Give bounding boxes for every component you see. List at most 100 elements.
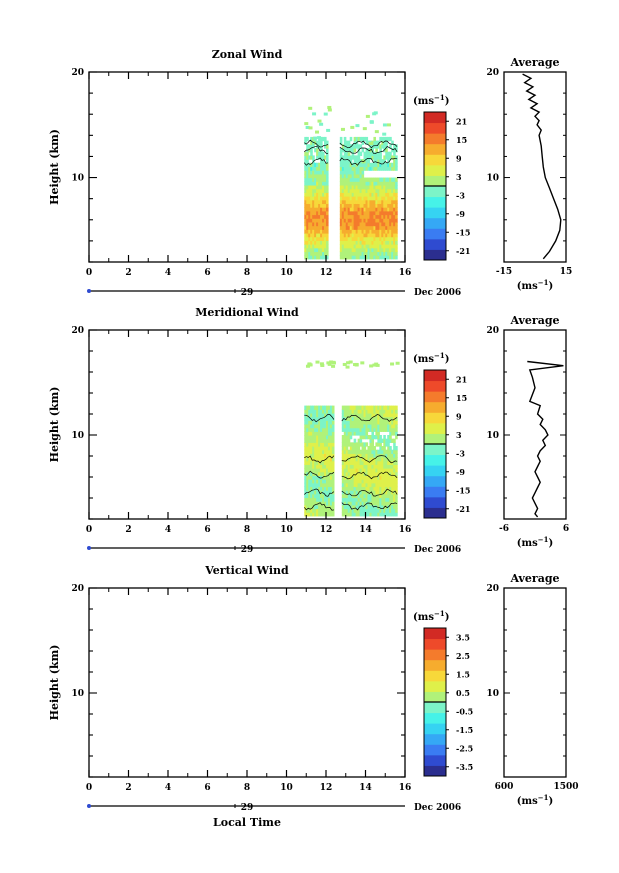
- heatmap-cell: [351, 184, 355, 190]
- heatmap-cell: [322, 218, 325, 223]
- heatmap-cell: [367, 251, 371, 256]
- heatmap-cell: [322, 229, 325, 234]
- heatmap-cell: [383, 453, 386, 458]
- heatmap-cell: [387, 210, 390, 216]
- heatmap-cell: [316, 251, 319, 256]
- heatmap-cell: [359, 490, 363, 495]
- heatmap-cell: [318, 508, 321, 513]
- heatmap-cell: [320, 218, 323, 223]
- heatmap-cell: [357, 508, 361, 513]
- heatmap-cell: [322, 244, 325, 249]
- heatmap-cell: [379, 457, 382, 462]
- heatmap-cell: [359, 247, 363, 253]
- heatmap-cell: [318, 214, 321, 219]
- heatmap-cell: [355, 442, 359, 447]
- heatmap-cell: [353, 457, 357, 462]
- heatmap-cell: [393, 255, 396, 260]
- heatmap-cell: [314, 196, 317, 201]
- heatmap-cell: [345, 232, 349, 238]
- heatmap-cell: [349, 166, 353, 171]
- heatmap-cell: [353, 438, 357, 443]
- heatmap-cell: [395, 214, 398, 219]
- heatmap-cell: [322, 240, 325, 245]
- heatmap-cell: [322, 446, 325, 451]
- heatmap-cell: [383, 449, 386, 454]
- heatmap-cell: [359, 255, 363, 260]
- heatmap-cell: [304, 423, 307, 429]
- heatmap-cell: [347, 405, 351, 410]
- heatmap-cell: [361, 435, 365, 440]
- heatmap-cell: [351, 188, 355, 193]
- heatmap-cell: [320, 173, 323, 179]
- heatmap-cell: [355, 497, 359, 502]
- heatmap-cell: [367, 508, 371, 513]
- heatmap-cell: [395, 184, 398, 190]
- heatmap-cell: [361, 493, 365, 499]
- heatmap-cell: [308, 148, 311, 153]
- heatmap-cell: [357, 512, 361, 517]
- heatmap-cell: [369, 196, 373, 201]
- heatmap-cell: [383, 244, 386, 249]
- heatmap-cell: [306, 232, 309, 238]
- heatmap-cell: [329, 446, 333, 451]
- heatmap-cell: [343, 148, 347, 153]
- heatmap-cell: [322, 512, 325, 517]
- heatmap-cell: [387, 177, 390, 182]
- heatmap-cell: [339, 192, 343, 197]
- colorbar-unit: (ms−1): [413, 609, 449, 623]
- heatmap-cell: [316, 247, 319, 253]
- heatmap-cell: [339, 184, 343, 190]
- heatmap-cell: [314, 435, 317, 440]
- heatmap-cell: [367, 192, 371, 197]
- heatmap-cell: [391, 192, 394, 197]
- heatmap-cell: [347, 493, 351, 499]
- heatmap-cell: [343, 199, 347, 205]
- heatmap-cell: [395, 162, 398, 168]
- heatmap-cell: [371, 405, 374, 410]
- heatmap-cell: [395, 504, 398, 510]
- heatmap-cell: [369, 479, 373, 484]
- heatmap-cell: [308, 471, 311, 477]
- heatmap-cell: [320, 508, 323, 513]
- heatmap-cell: [355, 236, 359, 241]
- heatmap-cell: [367, 460, 371, 465]
- heatmap-cell: [349, 221, 353, 227]
- heatmap-cell: [318, 255, 321, 260]
- heatmap-cell: [365, 210, 369, 216]
- heatmap-cell: [359, 207, 363, 212]
- heatmap-cell: [367, 412, 371, 418]
- heatmap-cell: [304, 435, 307, 440]
- heatmap-cell: [379, 420, 382, 425]
- heatmap-cell: [383, 218, 386, 223]
- heatmap-cell: [306, 207, 309, 212]
- heatmap-cell: [318, 493, 321, 499]
- heatmap-cell: [361, 203, 365, 208]
- heatmap-cell: [345, 159, 349, 164]
- heatmap-cell: [391, 416, 394, 421]
- heatmap-cell: [322, 416, 325, 421]
- heatmap-cell: [345, 188, 349, 193]
- heatmap-cell: [377, 453, 380, 458]
- heatmap-cell: [351, 196, 355, 201]
- heatmap-cell: [324, 435, 327, 440]
- heatmap-cell: [373, 482, 376, 488]
- colorbar-swatch: [424, 486, 446, 498]
- heatmap-cell: [326, 446, 329, 451]
- heatmap-cell: [369, 412, 373, 418]
- heatmap-cell: [387, 151, 390, 156]
- heatmap-cell: [347, 486, 351, 491]
- heatmap-cell: [381, 232, 384, 238]
- heatmap-cell: [306, 251, 309, 256]
- heatmap-cell: [375, 251, 378, 256]
- heatmap-cell: [359, 181, 363, 186]
- colorbar-swatch: [424, 744, 446, 756]
- colorbar-tick-label: 1.5: [456, 669, 470, 679]
- heatmap-cell: [389, 501, 392, 506]
- heatmap-cell: [353, 255, 357, 260]
- heatmap-cell: [343, 166, 347, 171]
- heatmap-cell: [345, 218, 349, 223]
- heatmap-cell: [386, 123, 391, 127]
- heatmap-cell: [355, 405, 359, 410]
- heatmap-cell: [318, 416, 321, 421]
